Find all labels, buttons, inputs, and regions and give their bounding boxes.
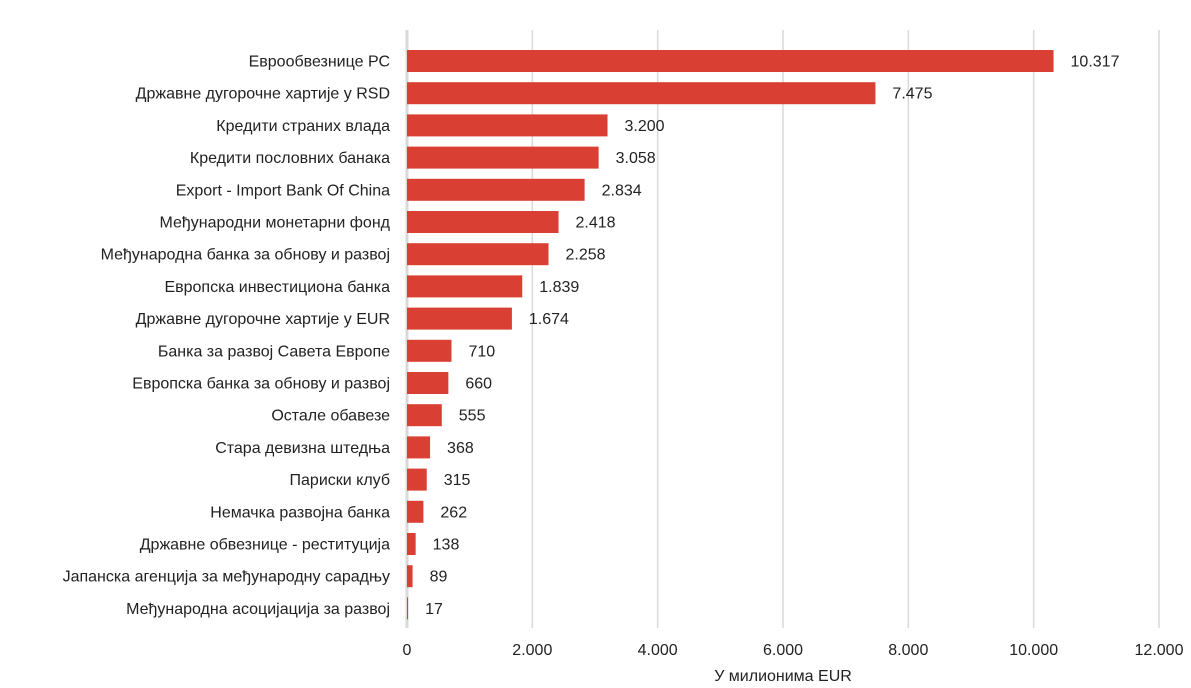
category-label: Еврообвезнице РС bbox=[249, 54, 390, 71]
bar bbox=[407, 404, 442, 427]
value-label: 3.058 bbox=[616, 150, 656, 167]
value-label: 2.258 bbox=[566, 247, 606, 264]
category-label: Европска банка за обнову и развој bbox=[132, 376, 390, 393]
x-tick-labels: 0 2.000 4.000 6.000 8.000 10.000 12.000 bbox=[403, 642, 1184, 659]
value-label: 315 bbox=[444, 472, 471, 489]
bar bbox=[407, 82, 876, 105]
bar bbox=[407, 275, 523, 298]
bar bbox=[407, 211, 559, 233]
x-tick-label: 4.000 bbox=[638, 642, 678, 659]
x-axis-title: У милионима EUR bbox=[714, 668, 852, 685]
value-label: 2.834 bbox=[602, 182, 642, 199]
category-label: Стара девизна штедња bbox=[215, 440, 390, 457]
category-label: Париски клуб bbox=[290, 472, 390, 489]
value-label: 7.475 bbox=[892, 86, 932, 103]
bar bbox=[407, 500, 424, 523]
value-label: 17 bbox=[425, 601, 443, 618]
bar bbox=[407, 436, 431, 459]
category-label: Државне дугорочне хартије у EUR bbox=[136, 311, 390, 328]
category-label: Export - Import Bank Of China bbox=[176, 182, 390, 199]
x-tick-label: 8.000 bbox=[888, 642, 928, 659]
category-label: Државне обвезнице - реституција bbox=[140, 537, 390, 554]
x-tick-label: 0 bbox=[403, 642, 412, 659]
bar bbox=[407, 178, 585, 201]
bar bbox=[407, 146, 599, 169]
value-label: 368 bbox=[447, 440, 474, 457]
value-label: 2.418 bbox=[576, 215, 616, 232]
category-label: Кредити пословних банака bbox=[190, 150, 390, 167]
bar bbox=[407, 50, 1054, 72]
category-label: Немачка развојна банка bbox=[210, 504, 390, 521]
value-label: 1.674 bbox=[529, 311, 569, 328]
x-tick-label: 6.000 bbox=[763, 642, 803, 659]
category-label: Кредити страних влада bbox=[216, 118, 390, 135]
x-tick-label: 12.000 bbox=[1135, 642, 1184, 659]
bars-group bbox=[407, 50, 1054, 620]
bar bbox=[407, 339, 452, 362]
value-label: 555 bbox=[459, 408, 486, 425]
bar bbox=[407, 372, 449, 394]
category-label: Европска инвестициона банка bbox=[164, 279, 390, 296]
bar bbox=[407, 597, 409, 620]
value-label: 710 bbox=[468, 343, 495, 360]
value-label: 262 bbox=[440, 504, 467, 521]
bar bbox=[407, 243, 549, 266]
category-label: Банка за развој Савета Европе bbox=[158, 343, 390, 360]
value-label: 89 bbox=[430, 569, 448, 586]
bar bbox=[407, 307, 512, 330]
category-label: Међународни монетарни фонд bbox=[159, 215, 390, 232]
value-label: 10.317 bbox=[1071, 54, 1120, 71]
bar bbox=[407, 114, 608, 137]
x-tick-label: 10.000 bbox=[1009, 642, 1058, 659]
bar bbox=[407, 533, 416, 555]
category-label: Међународна асоцијација за развој bbox=[126, 601, 390, 618]
category-label: Јапанска агенција за међународну сарадњу bbox=[63, 569, 390, 586]
category-label: Државне дугорочне хартије у RSD bbox=[136, 86, 390, 103]
category-label: Међународна банка за обнову и развој bbox=[101, 247, 390, 264]
value-label: 3.200 bbox=[625, 118, 665, 135]
value-labels: 10.317 7.475 3.200 3.058 2.834 2.418 2.258 1.83… bbox=[425, 54, 1120, 618]
category-label: Остале обавезе bbox=[271, 408, 390, 425]
value-label: 138 bbox=[433, 537, 460, 554]
value-label: 660 bbox=[465, 376, 492, 393]
x-tick-label: 2.000 bbox=[512, 642, 552, 659]
value-label: 1.839 bbox=[539, 279, 579, 296]
bar bbox=[407, 468, 427, 491]
category-labels: Еврообвезнице РС Државне дугорочне хартиј… bbox=[63, 54, 391, 618]
bar bbox=[407, 565, 413, 588]
